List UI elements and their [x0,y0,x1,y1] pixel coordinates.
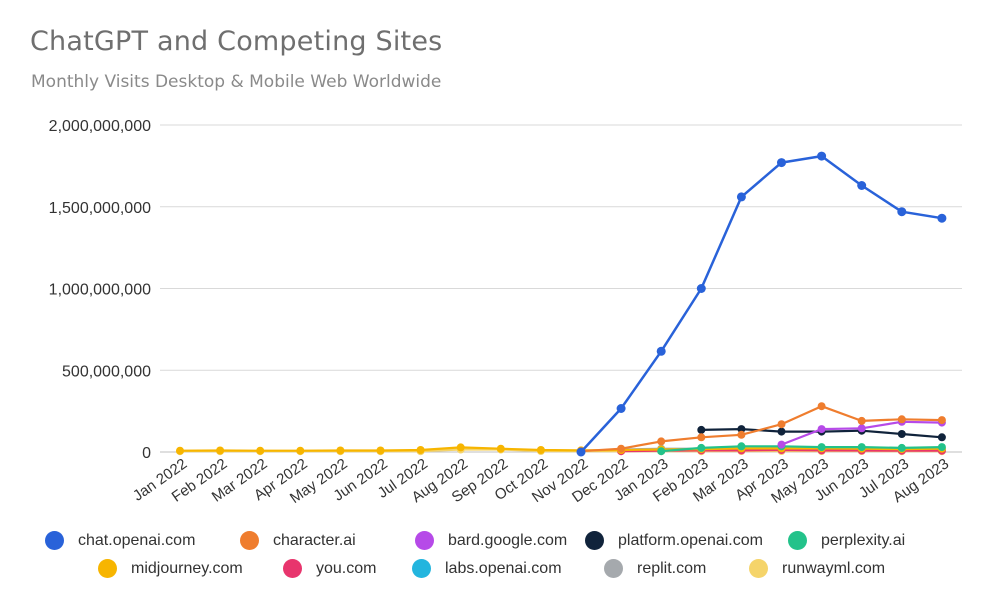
y-tick-label: 2,000,000,000 [49,118,151,135]
data-point [857,424,866,433]
y-tick-label: 500,000,000 [62,363,151,380]
legend-swatch [240,531,259,550]
legend-label: runwayml.com [782,559,886,577]
data-point [176,446,184,455]
legend-item: midjourney.com [98,559,243,578]
data-point [817,443,826,452]
data-point [857,443,866,452]
legend-swatch [604,559,623,578]
data-point [617,444,626,453]
legend-swatch [788,531,807,550]
data-point [616,404,626,413]
series-line [179,446,942,452]
chart-title: ChatGPT and Competing Sites [30,26,443,57]
legend-label: midjourney.com [131,559,243,577]
legend-label: chat.openai.com [78,531,196,549]
legend-swatch [749,559,768,578]
data-point [697,433,706,442]
data-point [496,444,505,453]
data-point [817,151,827,161]
data-point [737,442,746,451]
series-chat-openai-com [576,151,947,457]
data-point [937,443,946,452]
legend-swatch [412,559,431,578]
data-point [777,427,786,436]
legend-item: perplexity.ai [788,531,905,550]
y-tick-label: 0 [142,445,151,462]
y-tick-label: 1,000,000,000 [49,282,151,299]
line-chart: 0 500,000,000 1,000,000,000 1,500,000,000 2,… [49,118,962,507]
legend-item: you.com [283,559,376,578]
legend-label: labs.openai.com [445,559,562,577]
series-bard-google-com [777,417,946,449]
data-point [777,440,786,449]
data-point [937,213,947,223]
legend-swatch [98,559,117,578]
data-point [416,446,425,454]
data-point [937,433,946,442]
series-line [580,154,943,453]
data-point [857,181,867,190]
legend-item: bard.google.com [415,531,567,550]
data-point [376,446,385,455]
legend-label: perplexity.ai [821,531,906,549]
data-point [256,446,265,455]
legend-label: character.ai [273,531,356,549]
legend-swatch [45,531,64,550]
data-point [456,443,465,452]
data-point [857,416,866,425]
data-point [296,446,305,455]
data-point [216,446,225,455]
data-point [656,346,666,356]
data-point [897,207,907,217]
legend-item: replit.com [604,559,706,578]
data-point [336,446,345,455]
data-point [777,420,786,429]
data-point [697,425,706,434]
y-tick-label: 1,500,000,000 [49,200,151,217]
legend-label: platform.openai.com [618,531,763,549]
data-point [657,437,666,446]
data-point [817,402,826,411]
data-point [777,158,786,168]
series-line [661,445,942,453]
series-perplexity-ai [657,442,946,456]
data-point [736,192,746,202]
chart-legend: chat.openai.com character.ai bard.google.c… [0,528,992,606]
data-point [897,443,906,452]
data-point [697,443,706,452]
legend-item: runwayml.com [749,559,885,578]
data-point [937,416,946,425]
series-line [580,405,942,453]
data-point [897,430,906,438]
legend-item: labs.openai.com [412,559,562,578]
legend-swatch [415,531,434,550]
data-point [576,447,586,457]
legend-label: you.com [316,559,377,577]
legend-item: character.ai [240,531,356,550]
legend-swatch [585,531,604,550]
data-point [817,425,826,434]
legend-item: chat.openai.com [45,531,195,550]
legend-label: replit.com [637,559,707,577]
legend-item: platform.openai.com [585,531,763,550]
data-point [657,447,666,456]
data-point [737,430,746,439]
data-point [897,415,906,424]
series-character-ai [577,402,946,456]
series-midjourney-com [176,443,946,455]
legend-swatch [283,559,302,578]
data-point [696,284,706,293]
data-point [536,446,545,454]
chart-subtitle: Monthly Visits Desktop & Mobile Web Worl… [31,72,442,92]
legend-label: bard.google.com [448,531,568,549]
data-point [737,425,746,434]
